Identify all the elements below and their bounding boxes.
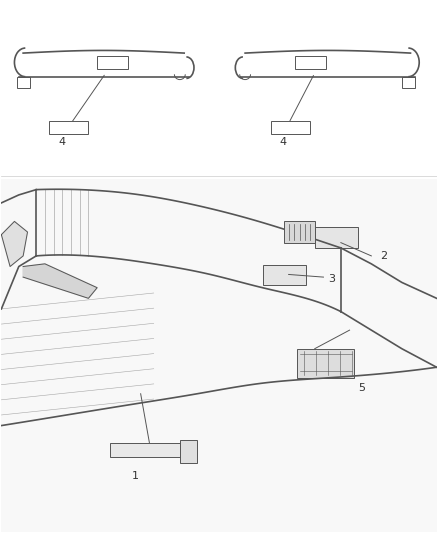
Bar <box>97 56 127 69</box>
Text: 4: 4 <box>58 136 65 147</box>
Polygon shape <box>1 221 28 266</box>
Bar <box>180 440 197 463</box>
Text: 4: 4 <box>280 136 287 147</box>
Bar <box>295 56 325 69</box>
Text: 1: 1 <box>132 471 139 481</box>
Bar <box>271 120 311 134</box>
Bar <box>17 77 30 87</box>
Bar <box>1 179 437 531</box>
Bar <box>262 265 306 285</box>
Text: 3: 3 <box>328 274 335 285</box>
Polygon shape <box>23 264 97 298</box>
Bar <box>49 120 88 134</box>
Text: 2: 2 <box>380 251 387 261</box>
Bar <box>402 77 415 87</box>
Bar <box>284 221 315 243</box>
Bar <box>297 349 354 378</box>
Text: 5: 5 <box>358 383 365 393</box>
Bar <box>315 227 358 248</box>
Bar <box>110 442 188 457</box>
